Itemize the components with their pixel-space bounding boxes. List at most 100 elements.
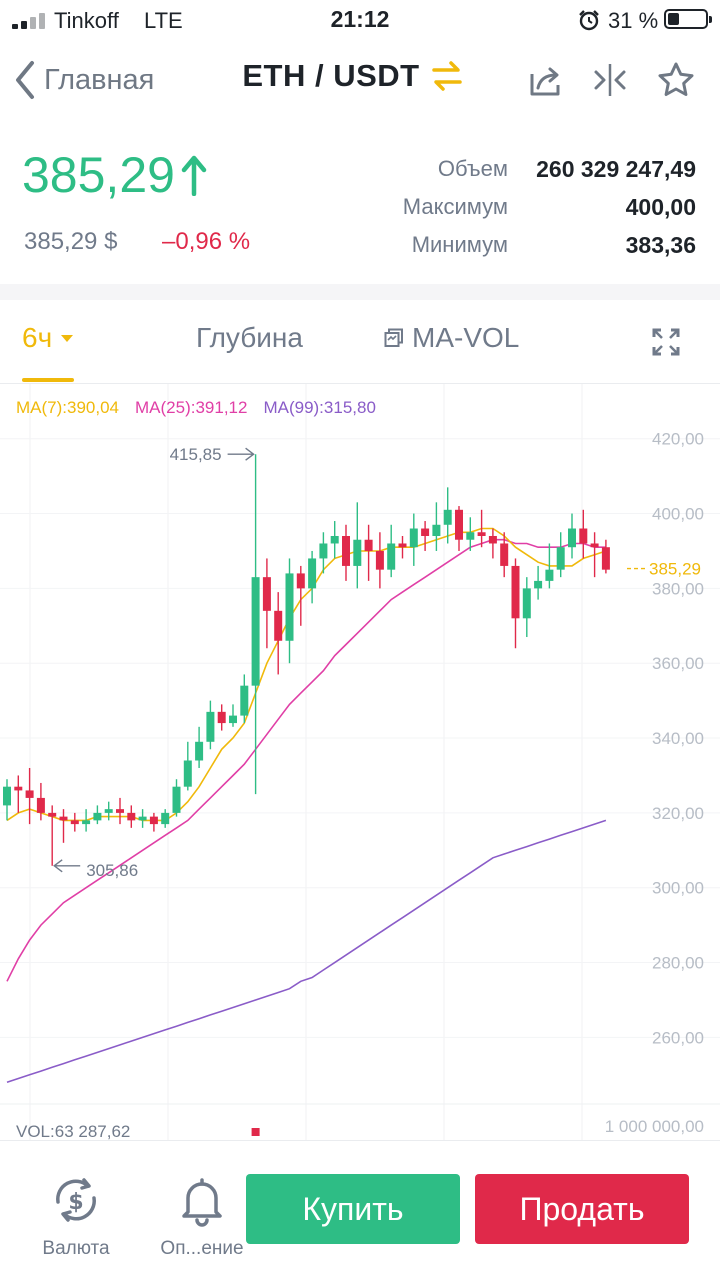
ma99-line — [6, 819, 607, 1084]
low-marker-arrow — [53, 859, 81, 873]
carrier-name: Tinkoff — [54, 8, 119, 33]
signal-icon — [12, 13, 48, 29]
currency-exchange-icon: $ — [56, 1178, 96, 1222]
status-bar: Tinkoff LTE 21:12 31 % — [0, 0, 720, 40]
candle-body — [466, 532, 475, 540]
candle-body — [375, 550, 384, 570]
sell-button[interactable]: Продать — [475, 1174, 689, 1244]
candle-body — [229, 715, 237, 724]
stat-value: 260 329 247,49 — [536, 155, 696, 182]
bell-icon — [182, 1178, 222, 1227]
candle-body — [432, 524, 441, 536]
network-type: LTE — [144, 8, 183, 33]
candle-body — [48, 812, 57, 817]
last-price: 385,29 — [22, 146, 207, 204]
candle-body — [387, 543, 396, 570]
y-tick-label: 380,00 — [652, 579, 704, 598]
y-tick-label: 360,00 — [652, 654, 704, 673]
y-tick-label: 340,00 — [652, 729, 704, 748]
back-label: Главная — [44, 63, 155, 96]
tab-depth[interactable]: Глубина — [196, 322, 303, 353]
stats-panel: Объем 260 329 247,49 Максимум 400,00 Миним… — [276, 150, 696, 264]
candle-body — [217, 711, 226, 724]
candle-body — [319, 543, 328, 559]
high-marker-label: 415,85 — [170, 445, 222, 464]
candle-body — [127, 812, 136, 821]
stat-label: Минимум — [411, 232, 508, 257]
candle-body — [342, 535, 350, 566]
y-tick-label: 280,00 — [652, 954, 704, 973]
stat-label: Максимум — [402, 194, 508, 219]
current-price-label: 385,29 — [649, 560, 701, 579]
last-price-value: 385,29 — [22, 147, 175, 203]
y-tick-label: 400,00 — [652, 505, 704, 524]
y-tick-label: 300,00 — [652, 879, 704, 898]
candle-body — [568, 528, 576, 548]
svg-text:$: $ — [68, 1190, 83, 1215]
compare-icon[interactable] — [592, 60, 628, 100]
candle-body — [206, 711, 215, 742]
back-button[interactable]: Главная — [14, 58, 154, 102]
ma7-legend: MA(7):390,04 — [16, 398, 119, 417]
candle-body — [251, 577, 260, 686]
candle-body — [409, 528, 418, 548]
caret-down-icon — [61, 335, 74, 342]
tab-underline — [22, 378, 74, 382]
low-marker-label: 305,86 — [86, 861, 138, 880]
candle-body — [511, 565, 520, 619]
candle-body — [3, 786, 11, 806]
candle-body — [36, 797, 45, 813]
indicator-icon — [384, 328, 403, 347]
price-change: –0,96 % — [162, 228, 251, 255]
volume-bar — [251, 1128, 260, 1136]
chevron-left-icon — [16, 61, 34, 99]
stat-row: Максимум 400,00 — [276, 188, 696, 226]
buy-button[interactable]: Купить — [246, 1174, 460, 1244]
candle-body — [353, 539, 362, 566]
candle-body — [477, 532, 486, 536]
y-tick-label: 320,00 — [652, 804, 704, 823]
candle-body — [240, 685, 249, 716]
candle-body — [138, 816, 147, 821]
alert-button[interactable]: Оп...ение — [152, 1172, 252, 1260]
candle-body — [443, 509, 452, 525]
candle-body — [556, 547, 565, 570]
section-divider — [0, 284, 720, 300]
candle-body — [455, 509, 463, 540]
volume-axis-label: 1 000 000,00 — [605, 1117, 704, 1136]
fullscreen-icon[interactable] — [652, 328, 680, 356]
candle-body — [262, 577, 271, 611]
candle-body — [534, 580, 543, 589]
tab-indicator[interactable]: MA-VOL — [384, 322, 519, 354]
swap-icon[interactable] — [430, 59, 464, 93]
candle-body — [161, 812, 170, 825]
clock: 21:12 — [330, 6, 390, 32]
share-icon[interactable] — [528, 60, 564, 100]
currency-button[interactable]: $ Валюта — [26, 1172, 126, 1260]
tabs-border — [0, 383, 720, 384]
high-marker-arrow — [227, 447, 255, 461]
candle-body — [488, 535, 497, 544]
battery-percent: 31 % — [608, 8, 659, 33]
candle-body — [398, 543, 407, 548]
pair-title[interactable]: ETH / USDT — [0, 58, 720, 94]
stat-row: Минимум 383,36 — [276, 226, 696, 264]
candle-body — [183, 760, 192, 787]
stat-value: 383,36 — [625, 231, 696, 258]
y-tick-label: 260,00 — [652, 1028, 704, 1047]
battery-icon — [664, 9, 712, 29]
candle-body — [104, 809, 113, 813]
nav-actions — [528, 60, 696, 100]
candle-body — [590, 543, 599, 548]
ma99-legend: MA(99):315,80 — [263, 398, 376, 417]
candle-body — [364, 539, 373, 551]
candle-body — [308, 558, 317, 589]
candlestick-chart[interactable]: 420,00 400,00 380,00 360,00 340,00 320,00 300,… — [0, 384, 720, 1144]
arrow-up-icon — [181, 155, 207, 196]
star-icon[interactable] — [656, 60, 696, 100]
ma25-line — [6, 538, 606, 982]
tab-interval[interactable]: 6ч — [22, 322, 74, 354]
candle-body — [195, 741, 204, 761]
candle-body — [25, 790, 34, 798]
ma25-legend: MA(25):391,12 — [135, 398, 248, 417]
